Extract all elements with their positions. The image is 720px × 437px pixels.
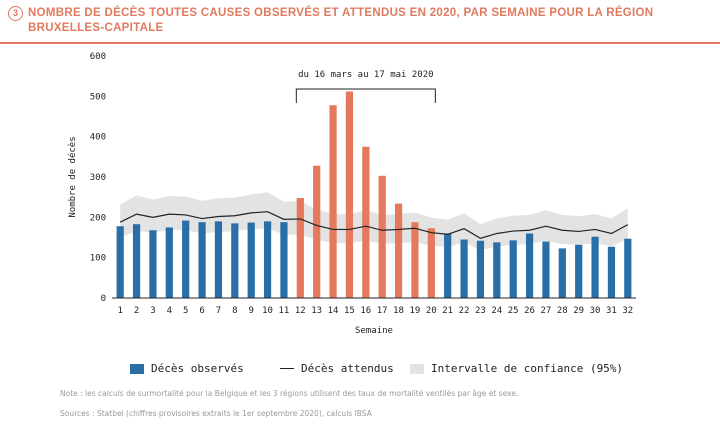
bar-week-15 — [345, 91, 354, 299]
bar-layer — [116, 91, 632, 299]
x-tick-label: 7 — [216, 306, 221, 316]
bar-week-3 — [149, 230, 157, 298]
bar-week-11 — [280, 222, 288, 298]
x-tick-label: 28 — [557, 306, 568, 316]
x-tick-label: 15 — [344, 306, 355, 316]
bar-week-29 — [575, 244, 583, 298]
x-tick-label: 23 — [475, 306, 486, 316]
bar-week-4 — [165, 227, 173, 298]
x-tick-label: 10 — [262, 306, 273, 316]
bar-week-21 — [444, 233, 452, 298]
bar-week-9 — [247, 222, 255, 298]
x-tick-label: 30 — [590, 306, 601, 316]
bar-week-2 — [132, 224, 141, 298]
x-tick-label: 1 — [117, 306, 122, 316]
legend-observed: Décès observés — [130, 362, 244, 375]
chart-note: Note : les calculs de surmortalité pour … — [60, 389, 519, 398]
confidence-band — [120, 192, 628, 251]
bar-week-14 — [329, 105, 337, 299]
x-tick-label: 13 — [311, 306, 322, 316]
chart-source: Sources : Statbel (chiffres provisoires … — [60, 409, 372, 418]
y-tick-label: 200 — [90, 213, 106, 223]
bar-week-5 — [182, 220, 190, 298]
bar-week-31 — [607, 246, 616, 298]
legend: Décès observés Décès attendus Intervalle… — [130, 362, 650, 378]
annotation-bracket — [295, 88, 436, 103]
x-tick-label: 6 — [199, 306, 204, 316]
legend-expected-swatch — [280, 368, 294, 369]
bar-week-18 — [394, 203, 403, 298]
bar-week-1 — [116, 226, 124, 298]
x-tick-label: 9 — [248, 306, 253, 316]
confidence-band-layer — [120, 192, 628, 251]
bar-week-7 — [214, 221, 223, 298]
x-tick-label: 11 — [279, 306, 290, 316]
x-tick-label: 20 — [426, 306, 437, 316]
bar-week-13 — [313, 165, 321, 298]
legend-observed-label: Décès observés — [151, 362, 244, 375]
x-tick-label: 29 — [573, 306, 584, 316]
legend-expected-label: Décès attendus — [301, 362, 394, 375]
y-tick-label: 500 — [90, 92, 106, 102]
bar-week-23 — [476, 240, 485, 298]
y-axis-label: Nombre de décès — [67, 136, 78, 217]
x-tick-label: 5 — [183, 306, 188, 316]
x-tick-label: 26 — [524, 306, 535, 316]
x-tick-label: 31 — [606, 306, 617, 316]
annotation-layer: du 16 mars au 17 mai 2020 — [295, 70, 436, 103]
y-tick-label: 400 — [90, 133, 106, 143]
y-tick-label: 100 — [90, 254, 106, 264]
legend-interval-label: Intervalle de confiance (95%) — [431, 362, 624, 375]
bar-week-28 — [558, 248, 566, 298]
x-tick-label: 22 — [459, 306, 470, 316]
bar-week-26 — [525, 233, 534, 298]
bar-week-6 — [198, 222, 206, 298]
x-tick-label: 21 — [442, 306, 453, 316]
figure-title: NOMBRE DE DÉCÈS TOUTES CAUSES OBSERVÉS E… — [28, 7, 654, 34]
x-tick-label: 19 — [410, 306, 421, 316]
bar-week-32 — [624, 238, 632, 298]
bar-week-16 — [362, 146, 370, 298]
y-tick-label: 0 — [101, 294, 106, 304]
annotation-label: du 16 mars au 17 mai 2020 — [298, 70, 433, 80]
bar-week-27 — [542, 241, 550, 298]
x-tick-label: 14 — [328, 306, 339, 316]
x-axis-label: Semaine — [355, 326, 393, 336]
legend-expected: Décès attendus — [280, 362, 394, 375]
x-tick-label: 8 — [232, 306, 237, 316]
x-tick-label: 27 — [541, 306, 552, 316]
bar-week-25 — [509, 240, 517, 298]
x-tick-label: 12 — [295, 306, 306, 316]
x-tick-label: 18 — [393, 306, 404, 316]
x-tick-label: 17 — [377, 306, 388, 316]
x-tick-label: 2 — [134, 306, 139, 316]
legend-interval: Intervalle de confiance (95%) — [410, 362, 623, 375]
bar-week-17 — [378, 175, 386, 298]
bar-week-22 — [460, 239, 468, 298]
expected-line — [119, 211, 629, 239]
x-tick-label: 16 — [360, 306, 371, 316]
bar-week-8 — [231, 223, 239, 298]
bar-week-10 — [263, 221, 272, 298]
expected-line-layer — [119, 211, 629, 239]
x-tick-label: 24 — [491, 306, 502, 316]
x-tick-label: 25 — [508, 306, 519, 316]
bar-week-12 — [296, 197, 304, 298]
x-tick-label: 4 — [167, 306, 172, 316]
header-rule — [0, 42, 720, 44]
bar-week-30 — [591, 236, 599, 298]
x-tick-label: 3 — [150, 306, 155, 316]
x-tick-label: 32 — [622, 306, 633, 316]
y-tick-label: 300 — [90, 173, 106, 183]
y-tick-label: 600 — [90, 52, 106, 62]
bar-week-19 — [411, 222, 419, 298]
bar-week-20 — [427, 228, 435, 298]
legend-observed-swatch — [130, 363, 144, 374]
legend-interval-swatch — [410, 363, 424, 374]
bar-week-24 — [493, 242, 501, 298]
figure-number: 3 — [8, 6, 23, 21]
